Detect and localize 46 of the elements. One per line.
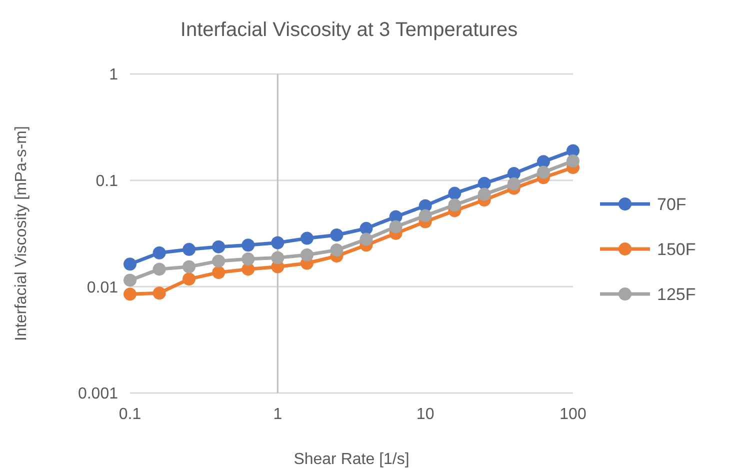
point: [507, 177, 520, 190]
point: [152, 246, 166, 260]
point: [536, 155, 550, 168]
point: [212, 266, 226, 279]
point: [418, 209, 432, 222]
point: [300, 232, 314, 245]
x-tick-label: 1: [273, 406, 282, 423]
point: [124, 274, 136, 287]
x-tick-label: 10: [416, 406, 434, 423]
point: [330, 228, 344, 242]
x-axis-title: Shear Rate [1/s]: [294, 451, 410, 468]
point: [124, 258, 136, 271]
y-tick-label: 0.001: [78, 386, 118, 403]
point: [448, 198, 462, 212]
point: [389, 220, 402, 234]
point: [212, 254, 226, 268]
point: [182, 242, 196, 256]
point: [566, 154, 580, 168]
point: [360, 232, 373, 246]
point: [300, 248, 314, 262]
legend-label: 125F: [657, 284, 696, 304]
y-tick-label: 1: [109, 66, 118, 84]
point: [330, 244, 344, 257]
point: [242, 238, 255, 252]
point: [536, 166, 550, 179]
chart-title: Interfacial Viscosity at 3 Temperatures: [180, 19, 518, 41]
point: [152, 286, 166, 300]
legend-label: 150F: [657, 240, 696, 259]
y-axis-title: Interfacial Viscosity [mPa-s-m]: [13, 126, 30, 341]
y-tick-label: 0.01: [86, 279, 118, 296]
point: [182, 272, 196, 286]
x-tick-label: 100: [560, 406, 586, 423]
point: [360, 222, 373, 235]
point: [242, 252, 255, 266]
point: [212, 240, 226, 254]
point: [152, 262, 166, 276]
legend-label: 70F: [657, 194, 686, 214]
point: [182, 260, 196, 274]
point: [271, 236, 284, 250]
point: [124, 288, 136, 301]
point: [478, 188, 491, 201]
x-tick-label: 0.1: [118, 406, 142, 423]
y-tick-label: 0.1: [96, 172, 118, 190]
point: [448, 186, 462, 200]
point: [478, 176, 491, 190]
point: [271, 251, 284, 264]
